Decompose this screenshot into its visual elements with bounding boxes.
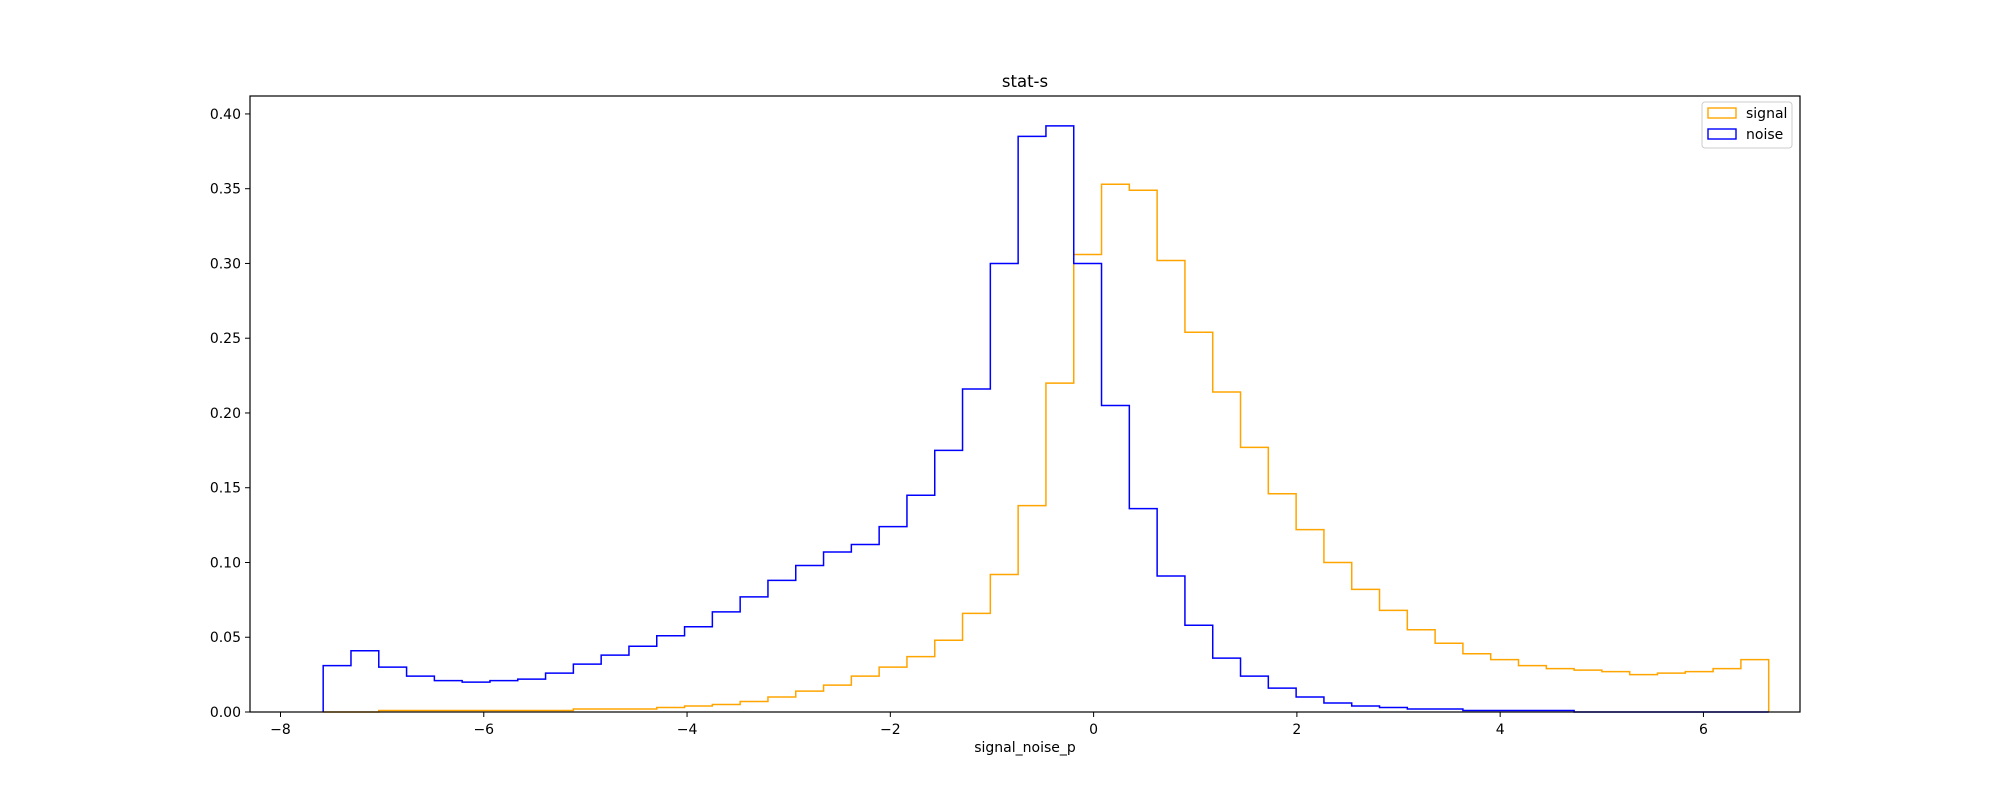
- y-tick-label: 0.25: [210, 331, 241, 347]
- x-tick-label: −2: [880, 722, 901, 738]
- y-tick-label: 0.20: [210, 406, 241, 422]
- x-tick-label: −4: [677, 722, 698, 738]
- series-signal: [323, 183, 1770, 713]
- legend-swatch-signal: [1707, 107, 1737, 119]
- x-tick-label: 6: [1699, 722, 1708, 738]
- y-tick-label: 0.15: [210, 481, 241, 497]
- legend: signal noise: [1701, 101, 1793, 149]
- x-axis: −8 −6 −4 −2 0 2 4 6: [270, 712, 1708, 738]
- x-tick-label: −8: [270, 722, 291, 738]
- x-tick-label: 4: [1496, 722, 1505, 738]
- x-tick-label: 0: [1089, 722, 1098, 738]
- y-tick-label: 0.00: [210, 705, 241, 721]
- y-tick-label: 0.40: [210, 107, 241, 123]
- y-tick-label: 0.35: [210, 182, 241, 198]
- plot-area: [322, 125, 1770, 713]
- x-tick-label: 2: [1292, 722, 1301, 738]
- y-tick-label: 0.30: [210, 256, 241, 272]
- x-axis-label: signal_noise_p: [974, 740, 1076, 756]
- x-tick-label: −6: [473, 722, 494, 738]
- plot-frame: [249, 95, 1801, 713]
- series-noise: [322, 125, 1769, 713]
- legend-label-noise: noise: [1746, 127, 1783, 143]
- legend-swatch-noise: [1707, 128, 1737, 140]
- y-tick-label: 0.10: [210, 555, 241, 571]
- chart-title: stat-s: [1002, 72, 1048, 91]
- y-axis: 0.00 0.05 0.10 0.15 0.20 0.25 0.30 0.35 0.40: [210, 107, 250, 721]
- y-tick-label: 0.05: [210, 630, 241, 646]
- legend-label-signal: signal: [1746, 106, 1787, 122]
- legend-frame: [1701, 101, 1793, 149]
